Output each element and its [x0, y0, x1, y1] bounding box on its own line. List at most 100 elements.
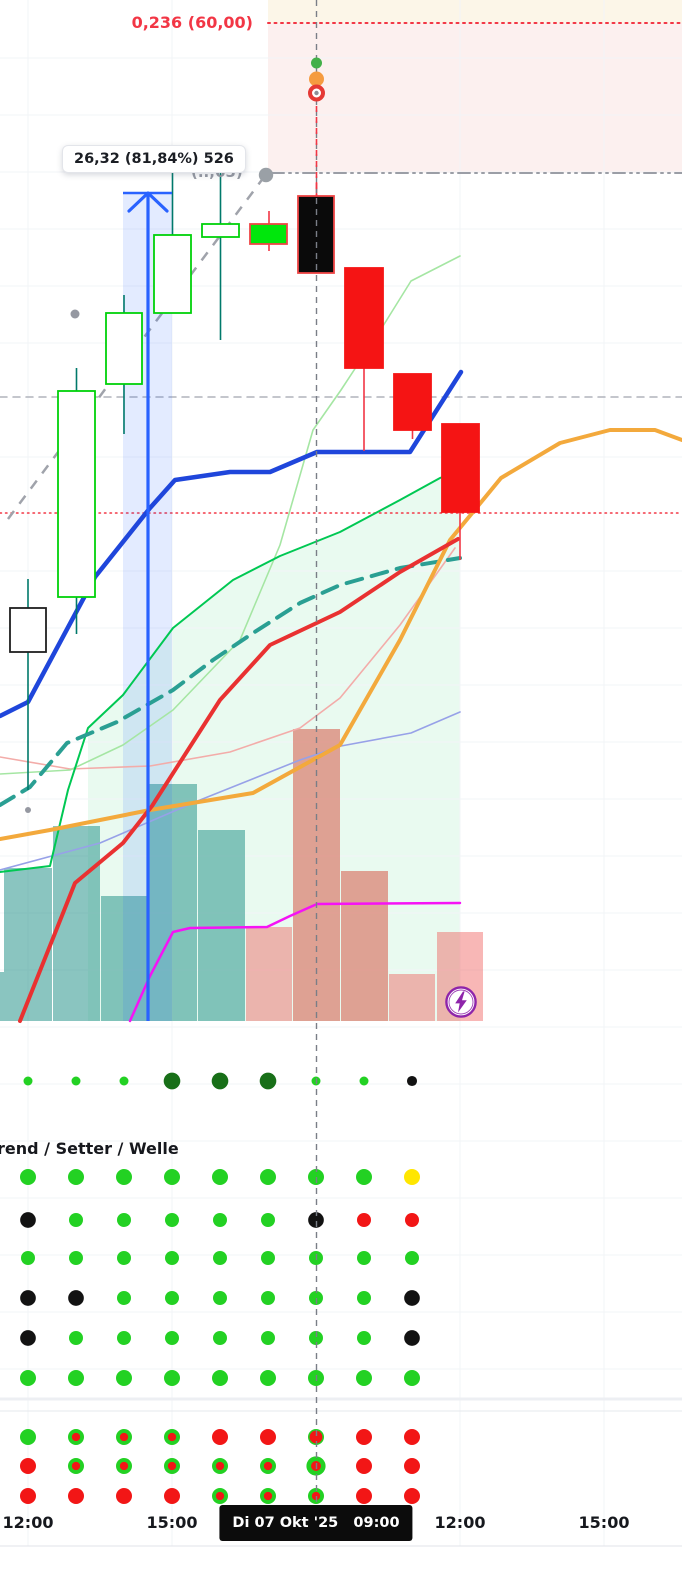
signal-dot	[404, 1330, 420, 1346]
signal-dot	[71, 1432, 81, 1442]
candle-body	[344, 267, 384, 369]
signal-dot	[405, 1213, 419, 1227]
signal-dot	[212, 1169, 228, 1185]
crosshair-date-badge: Di 07 Okt '25 09:00	[219, 1505, 413, 1541]
red-ma	[18, 537, 460, 1023]
signal-dot	[261, 1251, 275, 1265]
signal-dot	[215, 1461, 225, 1471]
signal-dot	[404, 1370, 420, 1386]
signal-dot	[213, 1331, 227, 1345]
signal-dot	[23, 1076, 33, 1086]
signal-dot	[68, 1169, 84, 1185]
gray-marker	[70, 309, 80, 319]
candle-body	[441, 423, 480, 513]
gray-marker	[25, 807, 31, 813]
signal-dot	[68, 1370, 84, 1386]
signal-dot	[259, 1072, 277, 1090]
signal-dot	[211, 1072, 229, 1090]
magenta-line	[128, 901, 462, 1023]
signal-dot	[164, 1488, 180, 1504]
signal-dot	[404, 1429, 420, 1445]
pink-ma	[0, 547, 456, 770]
top-signal-dot	[309, 71, 324, 87]
signal-dot	[116, 1370, 132, 1386]
signal-dot	[309, 1430, 323, 1444]
signal-dot	[212, 1429, 228, 1445]
volume-bar	[341, 871, 388, 1021]
signal-dot	[69, 1213, 83, 1227]
signal-dot	[164, 1169, 180, 1185]
signal-dot	[163, 1072, 181, 1090]
signal-dot	[20, 1212, 36, 1228]
signal-dot	[117, 1291, 131, 1305]
signal-dot	[356, 1429, 372, 1445]
signal-dot	[20, 1169, 36, 1185]
target-ring-center	[314, 90, 319, 96]
signal-dot	[119, 1432, 129, 1442]
signal-dot	[309, 1331, 323, 1345]
signal-dot	[71, 1076, 81, 1086]
signal-dot	[404, 1290, 420, 1306]
signal-dot	[404, 1488, 420, 1504]
signal-dot	[117, 1213, 131, 1227]
signal-dot	[213, 1251, 227, 1265]
volume-bar	[4, 868, 52, 1021]
time-label: 12:00	[2, 1513, 54, 1532]
gray-marker	[258, 167, 274, 183]
signal-dot	[260, 1169, 276, 1185]
signal-dot	[356, 1169, 372, 1185]
signal-dot	[165, 1291, 179, 1305]
candle-body	[393, 373, 432, 431]
signal-dot	[116, 1169, 132, 1185]
signal-dot	[20, 1458, 36, 1474]
signal-dot	[261, 1331, 275, 1345]
indicator-panel-title: rend / Setter / Welle	[0, 1139, 179, 1158]
signal-dot	[68, 1488, 84, 1504]
signal-dot	[357, 1291, 371, 1305]
measure-tooltip: 26,32 (81,84%) 526	[62, 145, 246, 173]
signal-dot	[263, 1461, 273, 1471]
signal-dot	[212, 1370, 228, 1386]
volume-bar	[389, 974, 435, 1021]
signal-dot	[356, 1370, 372, 1386]
candle-body	[153, 234, 192, 314]
fib-zone-upper	[268, 0, 682, 23]
time-label: 15:00	[578, 1513, 630, 1532]
volume-bar	[149, 784, 197, 1021]
signal-dot	[71, 1461, 81, 1471]
signal-dot	[357, 1213, 371, 1227]
signal-dot	[69, 1251, 83, 1265]
signal-dot	[356, 1458, 372, 1474]
signal-dot	[215, 1491, 225, 1501]
teal-dashed-ma	[0, 556, 462, 807]
signal-dot	[263, 1491, 273, 1501]
pale-green-ma	[0, 255, 461, 775]
signal-dot	[164, 1370, 180, 1386]
signal-dot	[21, 1251, 35, 1265]
lightning-icon[interactable]	[444, 985, 478, 1019]
blue-ma	[0, 369, 464, 719]
candle-body	[249, 223, 288, 245]
signal-dot	[69, 1331, 83, 1345]
signal-dot	[213, 1213, 227, 1227]
orange-ma	[0, 428, 682, 841]
signal-dot	[167, 1461, 177, 1471]
time-label: 12:00	[434, 1513, 486, 1532]
signal-dot	[167, 1432, 177, 1442]
signal-dot	[404, 1458, 420, 1474]
signal-dot	[405, 1251, 419, 1265]
candle-body	[57, 390, 96, 598]
signal-dot	[308, 1212, 324, 1228]
periwinkle-ma	[0, 711, 461, 871]
signal-dot	[119, 1076, 129, 1086]
signal-dot	[119, 1461, 129, 1471]
volume-bar	[198, 830, 245, 1021]
signal-dot	[20, 1429, 36, 1445]
top-signal-dot	[311, 57, 322, 69]
signal-dot	[260, 1429, 276, 1445]
signal-dot	[261, 1291, 275, 1305]
signal-dot	[404, 1169, 420, 1185]
fib-level-label: 0,236 (60,00)	[131, 13, 253, 32]
